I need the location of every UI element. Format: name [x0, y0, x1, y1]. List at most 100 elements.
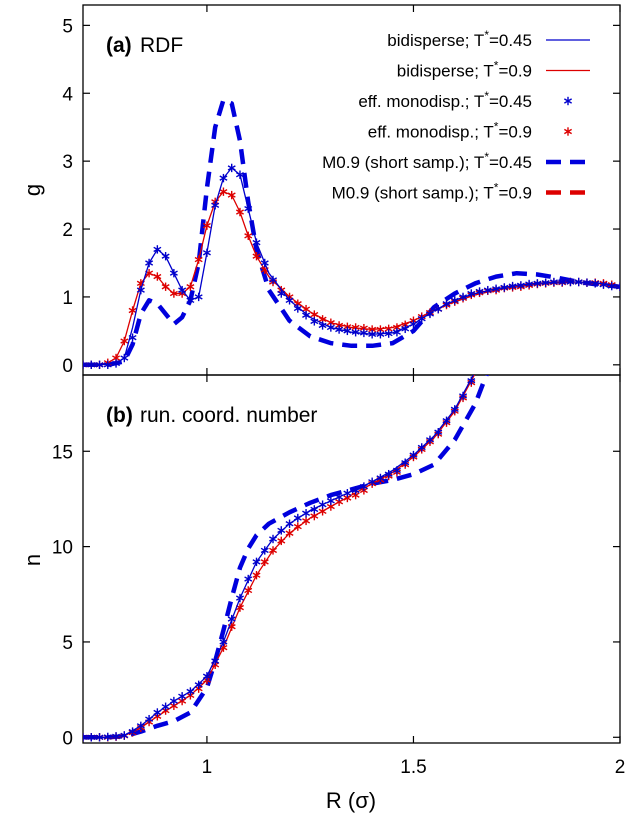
panel-a-x-ticks — [206, 5, 621, 375]
data-point-star — [607, 281, 616, 291]
data-point-star — [459, 292, 468, 302]
data-point-star — [450, 296, 459, 305]
data-point-star — [260, 258, 269, 268]
data-point-star — [112, 732, 121, 741]
data-point-star — [269, 546, 278, 555]
data-point-star — [516, 281, 525, 290]
data-point-star — [599, 280, 608, 289]
legend-swatch-star — [563, 96, 573, 106]
series-line — [83, 167, 620, 366]
data-point-star — [442, 416, 451, 425]
data-point-star — [252, 557, 261, 567]
data-point-star — [252, 251, 261, 261]
data-point-star — [169, 268, 178, 278]
data-point-star — [211, 201, 220, 210]
data-point-star — [269, 275, 278, 285]
data-point-star — [153, 245, 162, 254]
series-line-dashed — [83, 375, 489, 740]
data-point-star — [103, 732, 112, 742]
data-point-star — [310, 317, 319, 326]
series-line — [83, 375, 476, 738]
legend-entry-label: M0.9 (short samp.); T*=0.45 — [322, 150, 532, 172]
data-point-star — [293, 304, 302, 313]
data-point-star — [235, 593, 244, 603]
data-point-star — [285, 519, 294, 528]
x-tick-label: 1 — [202, 757, 213, 778]
data-point-star — [343, 489, 352, 498]
data-point-star — [401, 324, 410, 334]
data-point-star — [244, 231, 253, 241]
data-point-star — [467, 376, 476, 385]
data-point-star — [384, 469, 393, 479]
data-point-star — [169, 696, 178, 706]
data-point-star — [252, 571, 261, 580]
data-point-star — [425, 435, 434, 445]
panel-a-title: RDF — [140, 34, 183, 57]
data-point-star — [202, 248, 211, 257]
data-point-star — [442, 299, 451, 308]
data-point-star — [392, 328, 401, 337]
data-point-star — [178, 285, 187, 295]
data-point-star — [508, 281, 517, 291]
data-point-star — [120, 353, 129, 363]
data-point-star — [128, 333, 137, 342]
panel-a-y-ticks: 0 1 2 3 4 5 — [62, 16, 620, 377]
x-axis-label: R (σ) — [326, 788, 376, 813]
legend-entry-label: eff. monodisp.; T*=0.45 — [358, 89, 532, 111]
data-point-star — [169, 289, 178, 298]
data-point-star — [335, 492, 344, 502]
data-point-star — [202, 221, 211, 230]
legend: bidisperse; T*=0.45 bidisperse; T*=0.9 eff… — [322, 28, 590, 203]
data-point-star — [161, 282, 170, 291]
y-tick-label: 4 — [62, 84, 73, 105]
data-point-star — [359, 328, 368, 338]
data-point-star — [434, 304, 443, 314]
data-point-star — [359, 482, 368, 491]
data-point-star — [533, 279, 542, 288]
data-point-star — [434, 428, 443, 437]
data-point-star — [95, 733, 104, 742]
data-point-star — [326, 496, 335, 506]
data-point-star — [260, 557, 269, 567]
data-point-star — [409, 319, 418, 329]
data-point-star — [351, 486, 360, 495]
data-point-star — [186, 282, 195, 291]
data-point-star — [293, 522, 302, 531]
data-point-star — [244, 204, 253, 213]
data-point-star — [417, 314, 426, 323]
panel-b-frame — [82, 374, 621, 744]
data-point-star — [153, 708, 162, 717]
data-point-star — [401, 458, 410, 467]
data-point-star — [194, 292, 203, 302]
data-point-star — [582, 278, 591, 287]
data-point-star — [285, 529, 294, 538]
data-point-star — [235, 170, 244, 179]
data-point-star — [409, 450, 418, 460]
data-point-star — [277, 289, 286, 298]
data-point-star — [525, 279, 534, 289]
data-point-star — [202, 672, 211, 681]
data-point-star — [492, 284, 501, 293]
data-point-star — [227, 190, 236, 200]
y-tick-label: 2 — [62, 220, 73, 241]
data-point-star — [376, 473, 385, 483]
legend-entry-label: bidisperse; T*=0.45 — [387, 28, 532, 50]
data-point-star — [425, 309, 434, 319]
panel-b-x-ticks: 1 1.5 2 — [202, 375, 625, 778]
data-point-star — [591, 279, 600, 288]
data-point-star — [277, 536, 286, 546]
data-point-star — [120, 336, 129, 346]
data-point-star — [335, 325, 344, 334]
data-point-star — [302, 311, 311, 320]
data-point-star — [302, 509, 311, 518]
data-point-star — [95, 360, 104, 370]
data-point-star — [558, 277, 567, 287]
data-point-star — [318, 500, 327, 509]
x-tick-label: 1.5 — [400, 757, 426, 778]
panel-b-y-label: n — [20, 554, 45, 566]
data-point-star — [194, 255, 203, 264]
data-point-star — [368, 330, 377, 339]
data-point-star — [186, 687, 195, 696]
